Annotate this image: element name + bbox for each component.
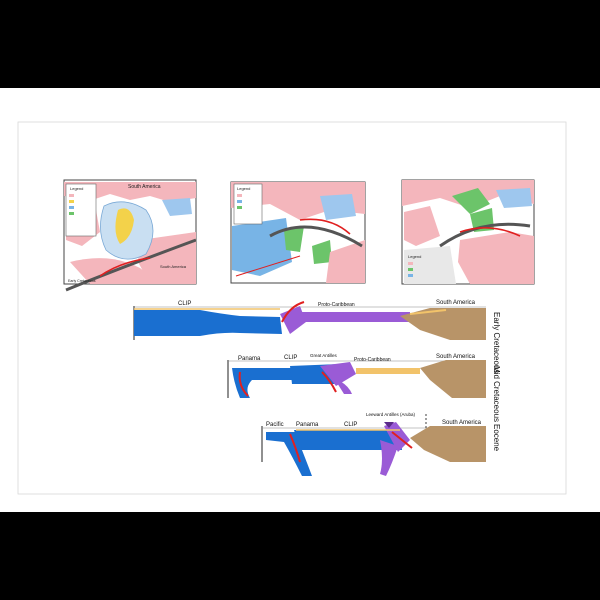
map2-green-block: [284, 226, 304, 252]
map2-fault-line: [299, 218, 351, 235]
section3-title: Eocene: [492, 424, 501, 452]
map1-title: South America: [128, 184, 161, 190]
section2-fault-east: [321, 371, 337, 393]
map2-blue-block: [320, 194, 356, 220]
map2-green-block-2: [312, 240, 332, 264]
map3-legend-area: [404, 246, 456, 284]
section3-south-america-crust: [410, 426, 486, 462]
section3-label-pacific: Pacific: [266, 422, 284, 428]
map2-south-land: [326, 240, 365, 283]
map1-blue-block: [162, 198, 192, 216]
section-eocene: Pacific Panama CLIP Leeward Antilles (Ar…: [261, 412, 501, 476]
section2-great-antilles-arc: [320, 362, 356, 386]
section2-south-america-crust: [420, 360, 486, 398]
map1-fault-line: [99, 257, 151, 277]
section3-label-leeward: Leeward Antilles (Aruba): [366, 412, 416, 417]
section1-shelf-sediment: [409, 309, 447, 315]
map-panel-1: Legend South America South America Early…: [63, 179, 197, 292]
map3-blue-block: [496, 188, 532, 208]
section3-purple-slab: [380, 440, 398, 476]
map1-legend-title: Legend: [70, 186, 83, 191]
map-panel-2: Legend: [230, 181, 366, 284]
map3-legend-swatch-1: [408, 262, 413, 265]
map1-legend-swatch-2: [69, 200, 74, 203]
map3-green-block: [452, 188, 490, 214]
section3-fault-west: [289, 433, 301, 463]
map2-legend-title: Legend: [237, 186, 250, 191]
section1-label-south-america: South America: [436, 300, 476, 306]
map1-legend-swatch-1: [69, 194, 74, 197]
section2-title: Mid Cretaceous: [492, 366, 501, 422]
map3-section-line: [439, 222, 531, 248]
section1-fault: [281, 301, 305, 323]
section2-fault-west: [238, 371, 249, 397]
section3-label-panama: Panama: [296, 422, 319, 428]
section1-label-clip: CLIP: [178, 301, 191, 307]
map2-legend-box: [233, 183, 263, 225]
map3-legend-swatch-3: [408, 274, 413, 277]
map1-yellow-arc: [115, 208, 134, 244]
map1-legend-swatch-3: [69, 206, 74, 209]
map1-legend-swatch-4: [69, 212, 74, 215]
section3-pacific-slab: [266, 432, 312, 476]
section1-proto-caribbean-plate: [300, 312, 410, 322]
map2-section-line: [269, 225, 363, 248]
section2-label-great-antilles: Great Antilles: [310, 353, 338, 358]
section2-sediment: [356, 368, 420, 374]
map3-south-land: [458, 232, 534, 284]
map2-north-land: [231, 182, 365, 220]
map2-legend-swatch-1: [237, 194, 242, 197]
section3-arrow: [384, 422, 394, 428]
map2-legend-swatch-3: [237, 206, 242, 209]
section1-south-america-crust: [400, 308, 486, 340]
map2-legend-swatch-2: [237, 200, 242, 203]
map1-caption: Early Cretaceous: [68, 279, 96, 283]
section-early-cretaceous: CLIP Proto-Caribbean South America Early…: [133, 300, 501, 373]
map1-inset-label: South America: [160, 264, 187, 269]
map1-north-land: [64, 182, 196, 202]
section2-label-south-america: South America: [436, 354, 476, 360]
section2-label-proto-caribbean: Proto-Caribbean: [354, 357, 391, 363]
section2-label-clip: CLIP: [284, 355, 297, 361]
map1-legend-box: [65, 183, 97, 237]
map2-fault-line-2: [235, 255, 301, 277]
section3-clip-plate: [294, 430, 402, 450]
section1-label-proto-caribbean: Proto-Caribbean: [318, 302, 355, 308]
section3-label-clip: CLIP: [344, 422, 357, 428]
map3-legend-swatch-2: [408, 268, 413, 271]
map-panel-3: Legend: [401, 179, 535, 285]
section2-slab: [334, 378, 352, 394]
section1-clip-plate: [134, 310, 282, 336]
map3-west-land: [404, 206, 440, 246]
section-mid-cretaceous: Panama CLIP Great Antilles Proto-Caribbe…: [227, 353, 501, 422]
section3-label-south-america: South America: [442, 420, 482, 426]
map3-legend-title: Legend: [408, 254, 421, 259]
map3-fault-line: [459, 227, 521, 237]
section3-fault-east: [391, 431, 413, 449]
section1-title: Early Cretaceous: [492, 312, 501, 373]
section2-label-panama: Panama: [238, 356, 261, 362]
map1-section-line: [65, 238, 197, 292]
